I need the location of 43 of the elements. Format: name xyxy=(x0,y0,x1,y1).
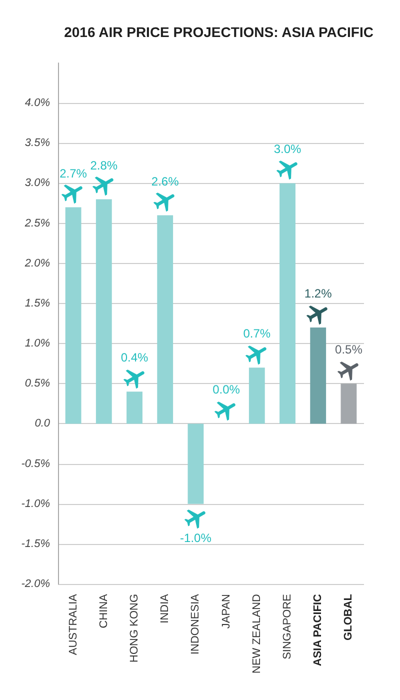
y-tick-label: 3.0% xyxy=(24,177,50,190)
y-tick-label: 2.0% xyxy=(24,257,50,270)
x-tick-label: INDIA xyxy=(159,593,172,624)
chart-title: 2016 AIR PRICE PROJECTIONS: ASIA PACIFIC xyxy=(64,24,374,40)
data-label: 1.2% xyxy=(304,286,332,301)
bar xyxy=(126,392,142,424)
x-tick-label: SINGAPORE xyxy=(282,594,294,660)
x-tick-label: CHINA xyxy=(98,593,110,628)
data-label: 2.6% xyxy=(151,174,180,188)
x-tick-label: NEW ZEALAND xyxy=(250,594,263,674)
y-tick-label: -0.5% xyxy=(21,458,50,470)
x-tick-label: ASIA PACIFIC xyxy=(312,594,324,666)
y-tick-label: -1.5% xyxy=(21,538,50,550)
x-tick-label: GLOBAL xyxy=(342,594,355,640)
data-label: 0.0% xyxy=(212,382,240,397)
x-tick-label: INDONESIA xyxy=(190,593,202,655)
y-tick-label: -2.0% xyxy=(21,578,50,590)
bar xyxy=(340,384,357,424)
x-tick-label: AUSTRALIA xyxy=(67,593,80,656)
bar xyxy=(65,207,82,424)
y-tick-label: 2.5% xyxy=(24,217,50,230)
y-tick-label: -1.0% xyxy=(21,498,50,510)
bar xyxy=(96,199,112,424)
x-tick-label: JAPAN xyxy=(220,594,232,629)
data-label: 3.0% xyxy=(274,142,302,156)
bar xyxy=(188,424,204,504)
data-label: 0.7% xyxy=(243,326,271,341)
y-tick-label: 1.5% xyxy=(24,297,50,310)
x-tick-label: HONG KONG xyxy=(128,594,140,662)
y-tick-label: 3.5% xyxy=(24,137,50,150)
data-label: 0.4% xyxy=(120,350,148,365)
bar xyxy=(310,328,326,424)
data-label: 2.8% xyxy=(90,158,118,172)
y-tick-label: 1.0% xyxy=(24,338,50,350)
bar xyxy=(280,183,296,424)
data-label: 2.7% xyxy=(60,166,88,180)
data-label: 0.5% xyxy=(335,342,363,357)
bar xyxy=(248,368,265,424)
y-tick-label: 4.0% xyxy=(24,97,50,110)
y-tick-label: 0.0 xyxy=(34,418,51,430)
data-label: -1.0% xyxy=(180,530,212,545)
bar xyxy=(157,215,174,424)
y-tick-label: 0.5% xyxy=(24,378,50,390)
